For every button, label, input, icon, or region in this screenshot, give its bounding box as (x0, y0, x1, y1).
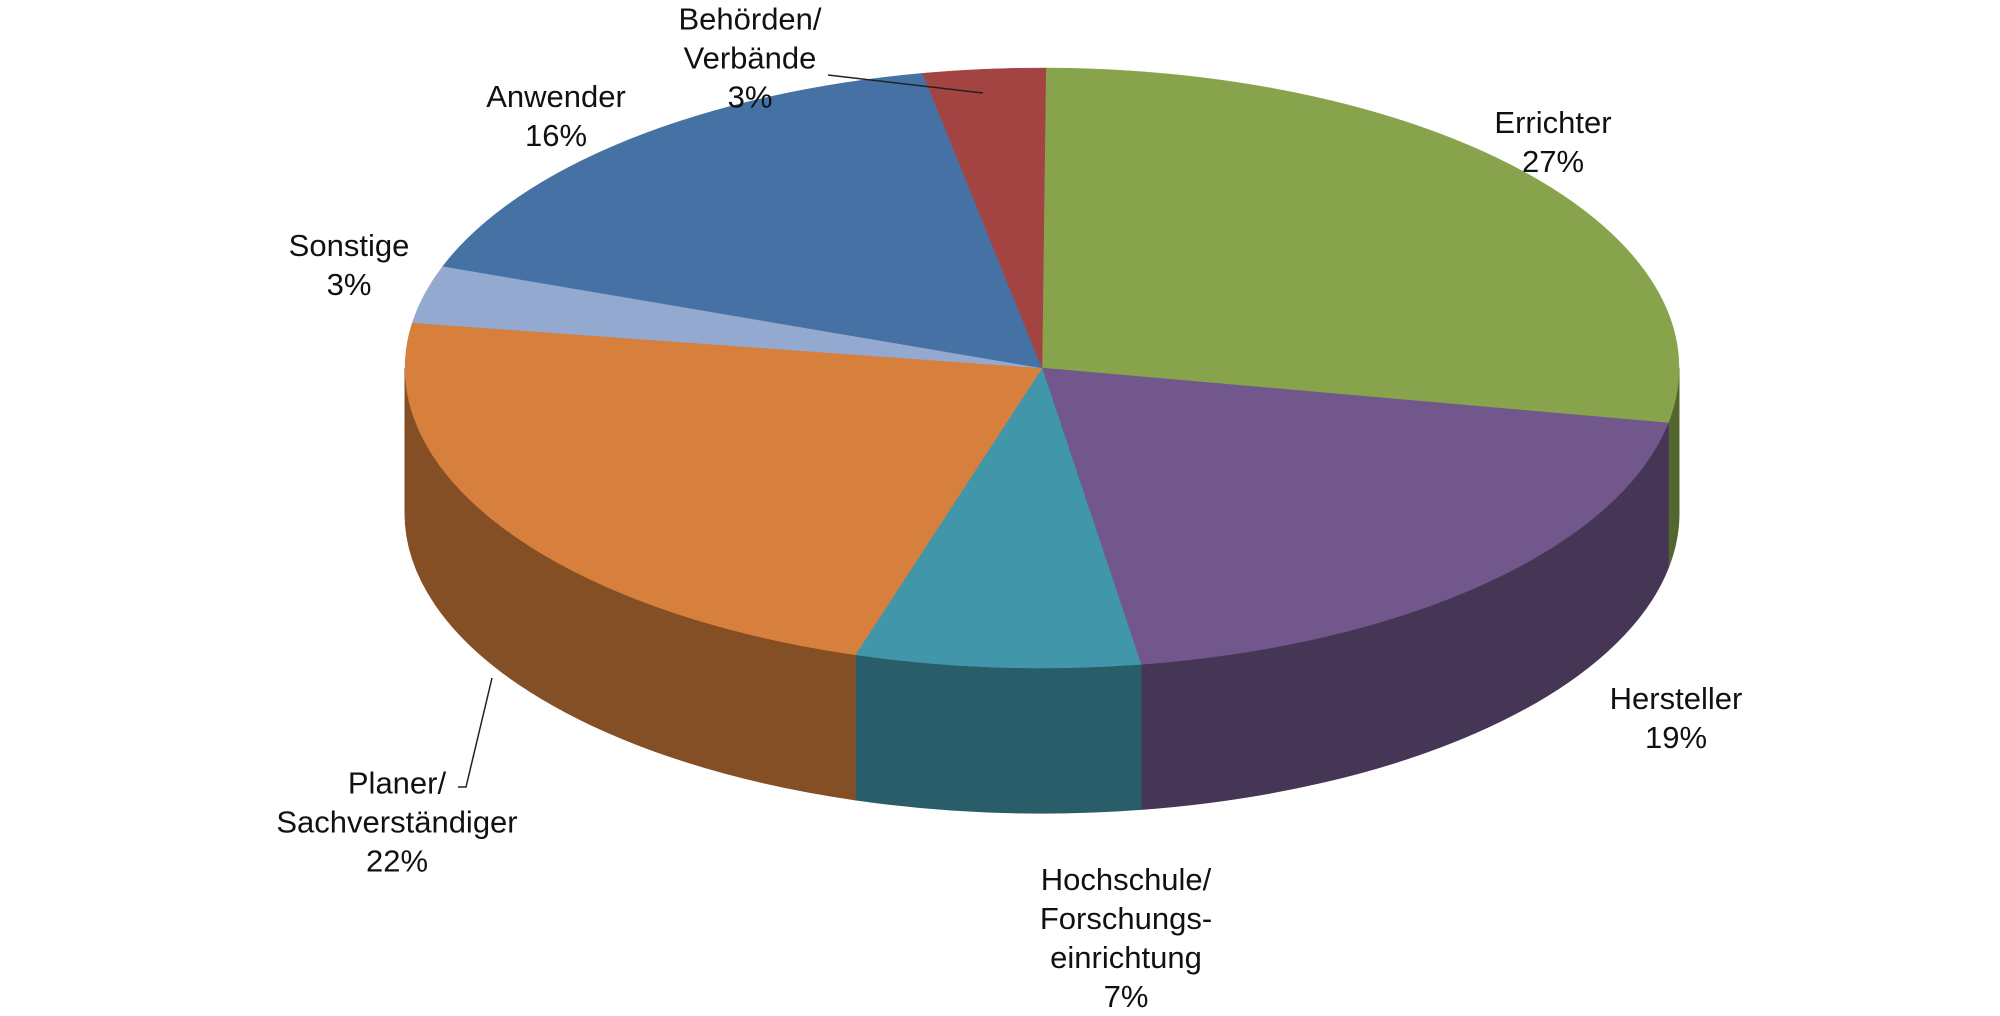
value-label: 7% (1103, 979, 1149, 1014)
slice-label: Sonstige 3% (289, 226, 410, 304)
category-label: Anwender (486, 79, 626, 114)
category-label: Hochschule/ Forschungs- einrichtung (1039, 862, 1213, 975)
value-label: 3% (326, 267, 372, 302)
value-label: 3% (727, 79, 773, 115)
pie-slice (1041, 367, 1669, 665)
slice-label: Errichter 27% (1494, 103, 1611, 181)
value-label: 19% (1644, 720, 1708, 755)
category-label: Errichter (1494, 105, 1612, 140)
pie-slice (854, 367, 1142, 669)
value-label: 16% (524, 118, 588, 153)
category-label: Planer/ Sachverständiger (276, 765, 518, 840)
pie-tops (404, 67, 1680, 669)
value-label: 22% (365, 843, 429, 879)
category-label: Sonstige (288, 228, 410, 263)
slice-label: Behörden/ Verbände 3% (678, 0, 821, 117)
leader-line (458, 677, 493, 788)
pie-slice (1041, 67, 1680, 424)
slice-label: Anwender 16% (486, 77, 626, 155)
slice-label: Hochschule/ Forschungs- einrichtung 7% (1040, 860, 1212, 1016)
leader-line (827, 74, 984, 94)
pie-sides (404, 367, 1680, 814)
category-label: Hersteller (1609, 681, 1743, 716)
category-label: Behörden/ Verbände (678, 1, 822, 76)
pie-slice-side (854, 654, 1142, 814)
pie-slice (922, 67, 1047, 369)
slice-label: Hersteller 19% (1610, 679, 1743, 757)
pie-slice (404, 322, 1043, 656)
pie-slice (442, 73, 1043, 369)
value-label: 27% (1521, 144, 1585, 179)
slice-label: Planer/ Sachverständiger 22% (276, 764, 517, 881)
